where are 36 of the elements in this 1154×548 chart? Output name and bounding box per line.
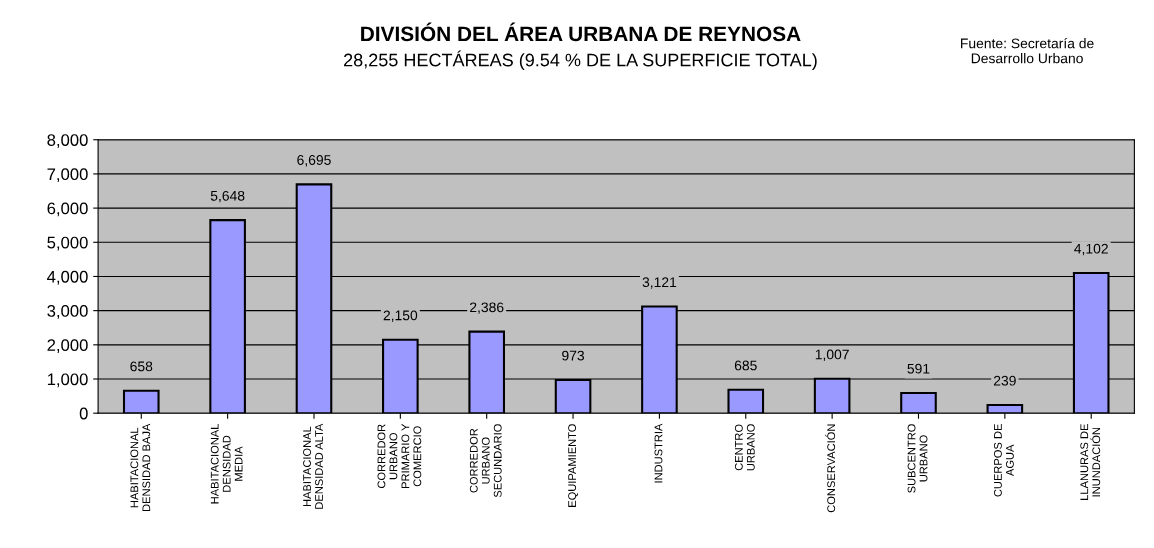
x-tick-label: LLANURAS DE INUNDACIÓN bbox=[1080, 424, 1101, 500]
y-tick-label: 7,000 bbox=[47, 168, 88, 183]
data-label: 6,695 bbox=[297, 155, 331, 167]
y-tick-label: 0 bbox=[79, 407, 88, 420]
y-tick-label: 3,000 bbox=[47, 305, 88, 319]
y-tick-label: 8,000 bbox=[47, 134, 88, 148]
data-label: 239 bbox=[993, 375, 1016, 386]
data-label: 2,386 bbox=[470, 302, 504, 314]
y-tick-label: 5,000 bbox=[47, 236, 88, 251]
x-tick-label: CONSERVACIÓN bbox=[825, 424, 836, 513]
x-tick-label: HABITACIONAL DENSIDAD BAJA bbox=[130, 423, 151, 511]
x-tick-label: CENTRO URBANO bbox=[734, 424, 755, 471]
x-tick-label: EQUIPAMIENTO bbox=[568, 424, 579, 507]
data-label: 3,121 bbox=[642, 277, 677, 289]
data-label: 591 bbox=[907, 363, 930, 374]
y-tick-label: 6,000 bbox=[47, 202, 88, 217]
x-tick-label: HABITACIONAL DENSIDAD ALTA bbox=[303, 423, 323, 509]
x-tick-label: HABITACIONAL DENSIDAD MEDIA bbox=[210, 423, 243, 504]
x-tick-label: SUBCENTRO URBANO bbox=[907, 424, 928, 493]
data-label: 1,007 bbox=[815, 349, 849, 361]
chart-subtitle: 28,255 HECTÁREAS (9.54 % DE LA SUPERFICIE TOTAL) bbox=[344, 50, 817, 70]
data-label: 685 bbox=[734, 360, 757, 371]
x-tick-label: CORREDOR URBANO PRIMARIO Y COMERCIO bbox=[377, 423, 422, 489]
x-tick-label: CUERPOS DE AGUA bbox=[993, 424, 1014, 497]
chart-title: DIVISIÓN DEL ÁREA URBANA DE REYNOSA bbox=[361, 22, 801, 42]
data-label: 4,102 bbox=[1074, 243, 1108, 256]
data-label: 5,648 bbox=[210, 190, 245, 203]
x-tick-label: INDUSTRIA bbox=[654, 423, 663, 483]
data-label: 973 bbox=[562, 350, 585, 361]
y-tick-label: 4,000 bbox=[47, 270, 88, 285]
x-tick-label: CORREDOR URBANO SECUNDARIO bbox=[469, 424, 502, 498]
data-label: 658 bbox=[130, 361, 153, 372]
source-note: Fuente: Secretaría de Desarrollo Urbano bbox=[961, 37, 1094, 64]
data-label: 2,150 bbox=[383, 310, 418, 322]
y-tick-label: 1,000 bbox=[47, 373, 88, 388]
y-tick-label: 2,000 bbox=[47, 339, 88, 353]
